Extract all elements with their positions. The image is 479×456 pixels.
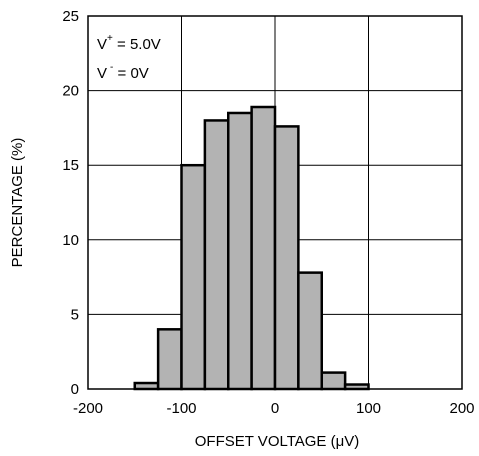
ann2-base: V: [97, 65, 107, 82]
plot-frame: [87, 15, 463, 390]
y-tick-label-2: 10: [62, 232, 79, 249]
ann1-rest: = 5.0V: [113, 36, 161, 53]
histogram-bar-5: [250, 105, 277, 391]
ann1-sup: +: [107, 33, 113, 44]
histogram-bar-1: [156, 328, 183, 391]
x-tick-label-3: 100: [356, 400, 381, 417]
y-tick-label-4: 20: [62, 83, 79, 100]
x-axis-label: OFFSET VOLTAGE (μV): [195, 433, 360, 450]
histogram-bar-6: [273, 125, 300, 391]
x-tick-label-1: -100: [166, 400, 196, 417]
ann2-sup: -: [110, 62, 113, 73]
supply-annotation-negative: V- = 0V: [97, 62, 149, 82]
ann2-rest: = 0V: [113, 65, 148, 82]
histogram-bar-0: [133, 381, 160, 391]
y-tick-label-5: 25: [62, 8, 79, 25]
histogram-bars: [133, 105, 370, 391]
y-tick-label-3: 15: [62, 157, 79, 174]
y-tick-label-1: 5: [71, 306, 79, 323]
y-tick-labels: 0 5 10 15 20 25: [62, 8, 79, 398]
histogram-bar-4: [227, 111, 253, 391]
ann1-base: V: [97, 36, 107, 53]
supply-annotation-positive: V+ = 5.0V: [97, 33, 161, 53]
histogram-bar-8: [320, 371, 347, 391]
x-tick-label-0: -200: [73, 400, 103, 417]
y-axis-label: PERCENTAGE (%): [9, 138, 26, 268]
x-tick-labels: -200 -100 0 100 200: [73, 400, 475, 417]
histogram-bar-7: [297, 271, 323, 391]
histogram-bar-3: [203, 119, 230, 391]
histogram-bar-2: [180, 163, 207, 391]
y-tick-label-0: 0: [71, 381, 79, 398]
x-tick-label-4: 200: [449, 400, 474, 417]
x-tick-label-2: 0: [271, 400, 279, 417]
